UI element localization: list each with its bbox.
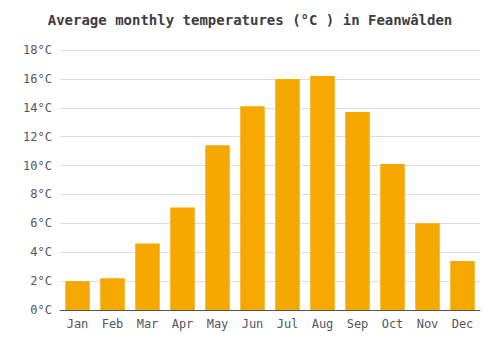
svg-text:Feb: Feb — [102, 317, 124, 331]
svg-text:May: May — [207, 317, 229, 331]
svg-text:Apr: Apr — [172, 317, 194, 331]
svg-text:6°C: 6°C — [30, 216, 52, 230]
svg-text:10°C: 10°C — [23, 159, 52, 173]
svg-text:14°C: 14°C — [23, 101, 52, 115]
svg-text:Dec: Dec — [452, 317, 474, 331]
svg-text:Mar: Mar — [137, 317, 159, 331]
svg-text:Jun: Jun — [242, 317, 264, 331]
svg-text:Jan: Jan — [67, 317, 89, 331]
svg-text:18°C: 18°C — [23, 43, 52, 57]
svg-text:8°C: 8°C — [30, 187, 52, 201]
svg-text:0°C: 0°C — [30, 303, 52, 317]
svg-text:4°C: 4°C — [30, 245, 52, 259]
svg-text:Jul: Jul — [277, 317, 299, 331]
svg-text:2°C: 2°C — [30, 274, 52, 288]
svg-text:Average monthly temperatures (: Average monthly temperatures (°C ) in Fe… — [48, 12, 453, 28]
svg-text:Oct: Oct — [382, 317, 404, 331]
svg-text:Sep: Sep — [347, 317, 369, 331]
svg-text:Aug: Aug — [312, 317, 334, 331]
svg-text:16°C: 16°C — [23, 72, 52, 86]
svg-text:Nov: Nov — [417, 317, 439, 331]
svg-text:12°C: 12°C — [23, 130, 52, 144]
